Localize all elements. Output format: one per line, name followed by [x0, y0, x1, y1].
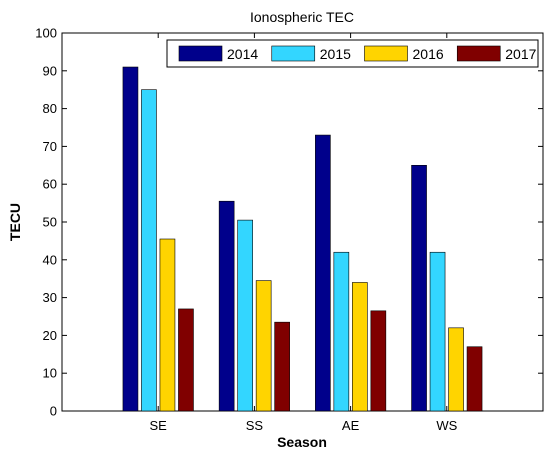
legend-label: 2015	[320, 46, 351, 62]
bars-group	[122, 66, 483, 412]
y-tick-label: 90	[43, 63, 57, 78]
x-tick-label: WS	[436, 418, 457, 433]
bar	[352, 282, 368, 412]
x-axis: SE SS AE WS	[150, 33, 458, 433]
x-tick-label: AE	[342, 418, 360, 433]
y-tick-label: 80	[43, 101, 57, 116]
bar	[448, 327, 464, 412]
y-axis-title: TECU	[7, 203, 23, 241]
legend-swatch	[271, 45, 316, 62]
x-tick-label: SE	[150, 418, 168, 433]
y-tick-label: 50	[43, 215, 57, 230]
bar	[370, 310, 387, 412]
y-tick-label: 60	[43, 177, 57, 192]
bar	[122, 66, 139, 412]
bar	[429, 251, 446, 412]
bar	[159, 238, 176, 412]
bar	[178, 308, 194, 412]
y-tick-label: 100	[35, 26, 57, 41]
y-tick-label: 30	[43, 290, 57, 305]
y-axis: 0 10 20 30 40 50 60 70 80 90 100	[35, 26, 543, 419]
y-tick-label: 20	[43, 328, 57, 343]
x-tick-label: SS	[246, 418, 264, 433]
bar	[237, 219, 253, 412]
bar	[333, 251, 350, 412]
legend: 2014 2015 2016 2017	[166, 39, 539, 68]
legend-swatch	[456, 45, 501, 62]
bar	[218, 200, 235, 412]
bar	[141, 89, 157, 412]
chart-title: Ionospheric TEC	[250, 9, 354, 25]
y-tick-label: 70	[43, 139, 57, 154]
legend-label: 2016	[413, 46, 444, 62]
x-axis-title: Season	[277, 434, 327, 450]
y-tick-label: 0	[50, 404, 57, 419]
bar	[315, 134, 331, 412]
bar	[466, 346, 483, 412]
y-tick-label: 10	[43, 366, 57, 381]
legend-label: 2014	[227, 46, 258, 62]
bar	[411, 165, 427, 412]
legend-label: 2017	[505, 46, 536, 62]
y-tick-label: 40	[43, 252, 57, 267]
legend-swatch	[364, 45, 408, 62]
bar	[255, 280, 272, 412]
legend-swatch	[178, 45, 223, 62]
bar	[274, 321, 290, 412]
